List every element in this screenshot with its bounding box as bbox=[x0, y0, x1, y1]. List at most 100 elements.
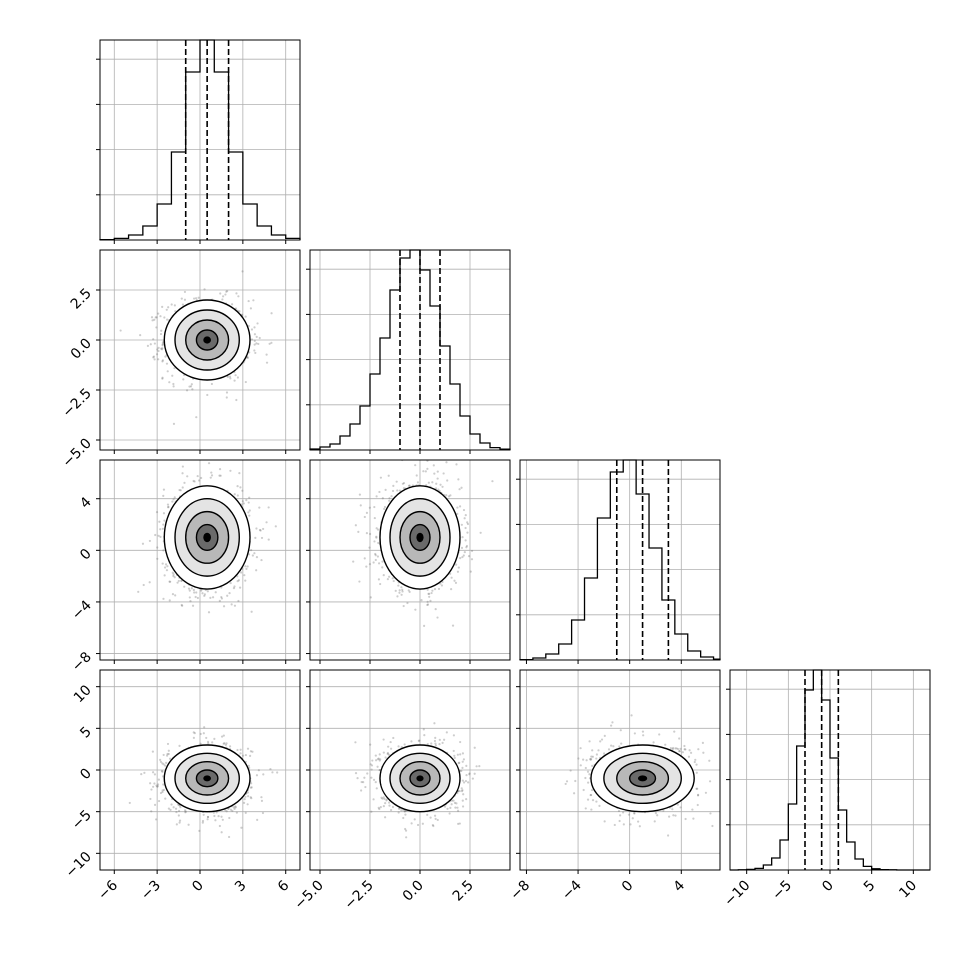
sample-point bbox=[354, 524, 357, 527]
sample-point bbox=[368, 546, 371, 549]
sample-point bbox=[207, 742, 210, 745]
sample-point bbox=[427, 481, 430, 484]
density-level-4 bbox=[416, 532, 424, 543]
scatter-panel-3-1 bbox=[306, 669, 511, 874]
sample-point bbox=[377, 541, 380, 545]
sample-point bbox=[397, 807, 401, 810]
sample-point bbox=[458, 505, 462, 508]
sample-point bbox=[431, 481, 434, 484]
sample-point bbox=[396, 595, 399, 598]
sample-point bbox=[387, 745, 390, 748]
sample-point bbox=[225, 396, 228, 399]
sample-point bbox=[177, 809, 181, 813]
sample-point bbox=[220, 597, 223, 600]
panel-frame bbox=[519, 459, 721, 661]
sample-point bbox=[373, 505, 376, 509]
sample-point bbox=[437, 587, 441, 591]
sample-point bbox=[162, 783, 165, 786]
sample-point bbox=[392, 484, 395, 488]
sample-point bbox=[428, 595, 431, 598]
sample-point bbox=[198, 479, 201, 482]
hist-panel-2 bbox=[516, 459, 721, 664]
sample-point bbox=[167, 752, 170, 756]
sample-point bbox=[387, 474, 390, 477]
sample-point bbox=[440, 584, 444, 587]
sample-point bbox=[462, 554, 465, 557]
sample-point bbox=[239, 571, 243, 574]
sample-point bbox=[398, 589, 401, 592]
sample-point bbox=[429, 599, 432, 602]
sample-point bbox=[227, 835, 231, 839]
sample-point bbox=[152, 355, 156, 358]
sample-point bbox=[156, 348, 159, 351]
contour-1 bbox=[389, 498, 451, 577]
sample-point bbox=[156, 785, 159, 788]
sample-point bbox=[165, 569, 169, 572]
sample-point bbox=[271, 771, 274, 774]
sample-point bbox=[149, 782, 152, 785]
sample-point bbox=[203, 288, 206, 291]
sample-point bbox=[231, 303, 234, 306]
sample-point bbox=[246, 356, 249, 360]
sample-point bbox=[423, 734, 426, 737]
scatter-panel-1-0 bbox=[96, 249, 301, 454]
sample-point bbox=[197, 296, 200, 299]
sample-point bbox=[416, 481, 420, 484]
sample-point bbox=[375, 527, 378, 530]
sample-point bbox=[246, 791, 250, 794]
contour-2 bbox=[399, 510, 441, 564]
sample-point bbox=[250, 328, 254, 331]
sample-point bbox=[206, 815, 210, 819]
sample-point bbox=[213, 737, 216, 740]
sample-point bbox=[445, 731, 448, 734]
sample-point bbox=[154, 533, 157, 537]
sample-point bbox=[172, 498, 175, 501]
sample-point bbox=[441, 741, 444, 744]
sample-point bbox=[402, 481, 406, 485]
sample-point bbox=[152, 338, 155, 341]
sample-point bbox=[456, 806, 459, 809]
sample-point bbox=[452, 799, 455, 802]
sample-point bbox=[172, 806, 175, 809]
sample-point bbox=[233, 585, 236, 588]
sample-point bbox=[161, 360, 164, 363]
sample-point bbox=[215, 811, 218, 814]
sample-point bbox=[379, 806, 382, 809]
sample-point bbox=[161, 377, 164, 380]
sample-point bbox=[160, 347, 163, 350]
sample-point bbox=[193, 480, 196, 483]
sample-point bbox=[226, 375, 230, 379]
sample-point bbox=[253, 349, 256, 352]
sample-point bbox=[237, 599, 240, 603]
sample-point bbox=[157, 312, 160, 315]
density-2-0 bbox=[137, 462, 277, 614]
sample-point bbox=[376, 528, 380, 531]
sample-point bbox=[274, 525, 277, 528]
sample-point bbox=[438, 738, 441, 741]
sample-point bbox=[260, 558, 263, 562]
sample-point bbox=[159, 528, 162, 531]
sample-point bbox=[164, 563, 168, 566]
sample-point bbox=[426, 603, 430, 606]
sample-point bbox=[139, 334, 142, 337]
sample-point bbox=[255, 342, 258, 345]
sample-point bbox=[218, 824, 221, 828]
sample-point bbox=[244, 579, 247, 582]
contour-0 bbox=[379, 485, 461, 590]
sample-point bbox=[170, 303, 173, 306]
sample-point bbox=[193, 591, 196, 594]
sample-point bbox=[262, 773, 265, 776]
sample-point bbox=[181, 486, 184, 489]
sample-point bbox=[431, 823, 434, 827]
sample-point bbox=[434, 487, 438, 490]
sample-point bbox=[426, 588, 429, 591]
sample-point bbox=[220, 831, 223, 834]
density-3-1 bbox=[354, 722, 481, 839]
sample-point bbox=[219, 292, 222, 295]
contour-2 bbox=[185, 510, 230, 564]
sample-point bbox=[165, 362, 169, 365]
density-1-0 bbox=[119, 270, 273, 425]
sample-point bbox=[182, 378, 185, 381]
sample-point bbox=[177, 579, 180, 583]
sample-point bbox=[181, 465, 184, 468]
